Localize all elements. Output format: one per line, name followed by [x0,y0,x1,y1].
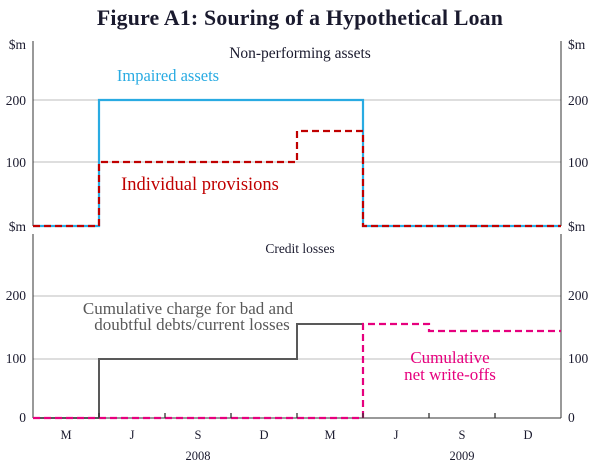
svg-text:Non-performing assets: Non-performing assets [229,45,371,62]
svg-text:Credit losses: Credit losses [265,241,334,256]
svg-text:J: J [130,428,135,442]
svg-text:doubtful debts/current losses: doubtful debts/current losses [94,315,289,334]
svg-text:0: 0 [568,410,575,425]
svg-text:J: J [394,428,399,442]
svg-text:M: M [324,428,335,442]
svg-text:D: D [259,428,268,442]
svg-text:$m: $m [568,219,586,234]
svg-text:$m: $m [9,37,27,52]
svg-text:net write-offs: net write-offs [404,365,496,384]
svg-text:Impaired assets: Impaired assets [117,66,219,85]
svg-text:S: S [459,428,466,442]
svg-text:$m: $m [9,219,27,234]
svg-text:200: 200 [568,288,589,303]
svg-text:200: 200 [6,93,27,108]
svg-text:D: D [523,428,532,442]
svg-text:2009: 2009 [450,449,475,463]
svg-text:200: 200 [6,288,27,303]
svg-text:100: 100 [568,155,589,170]
svg-text:100: 100 [6,351,27,366]
svg-text:$m: $m [568,37,586,52]
svg-text:Individual provisions: Individual provisions [121,175,279,195]
svg-text:200: 200 [568,93,589,108]
svg-text:100: 100 [568,351,589,366]
svg-text:0: 0 [19,410,26,425]
svg-text:M: M [60,428,71,442]
svg-text:2008: 2008 [186,449,211,463]
svg-text:S: S [195,428,202,442]
svg-text:100: 100 [6,155,27,170]
